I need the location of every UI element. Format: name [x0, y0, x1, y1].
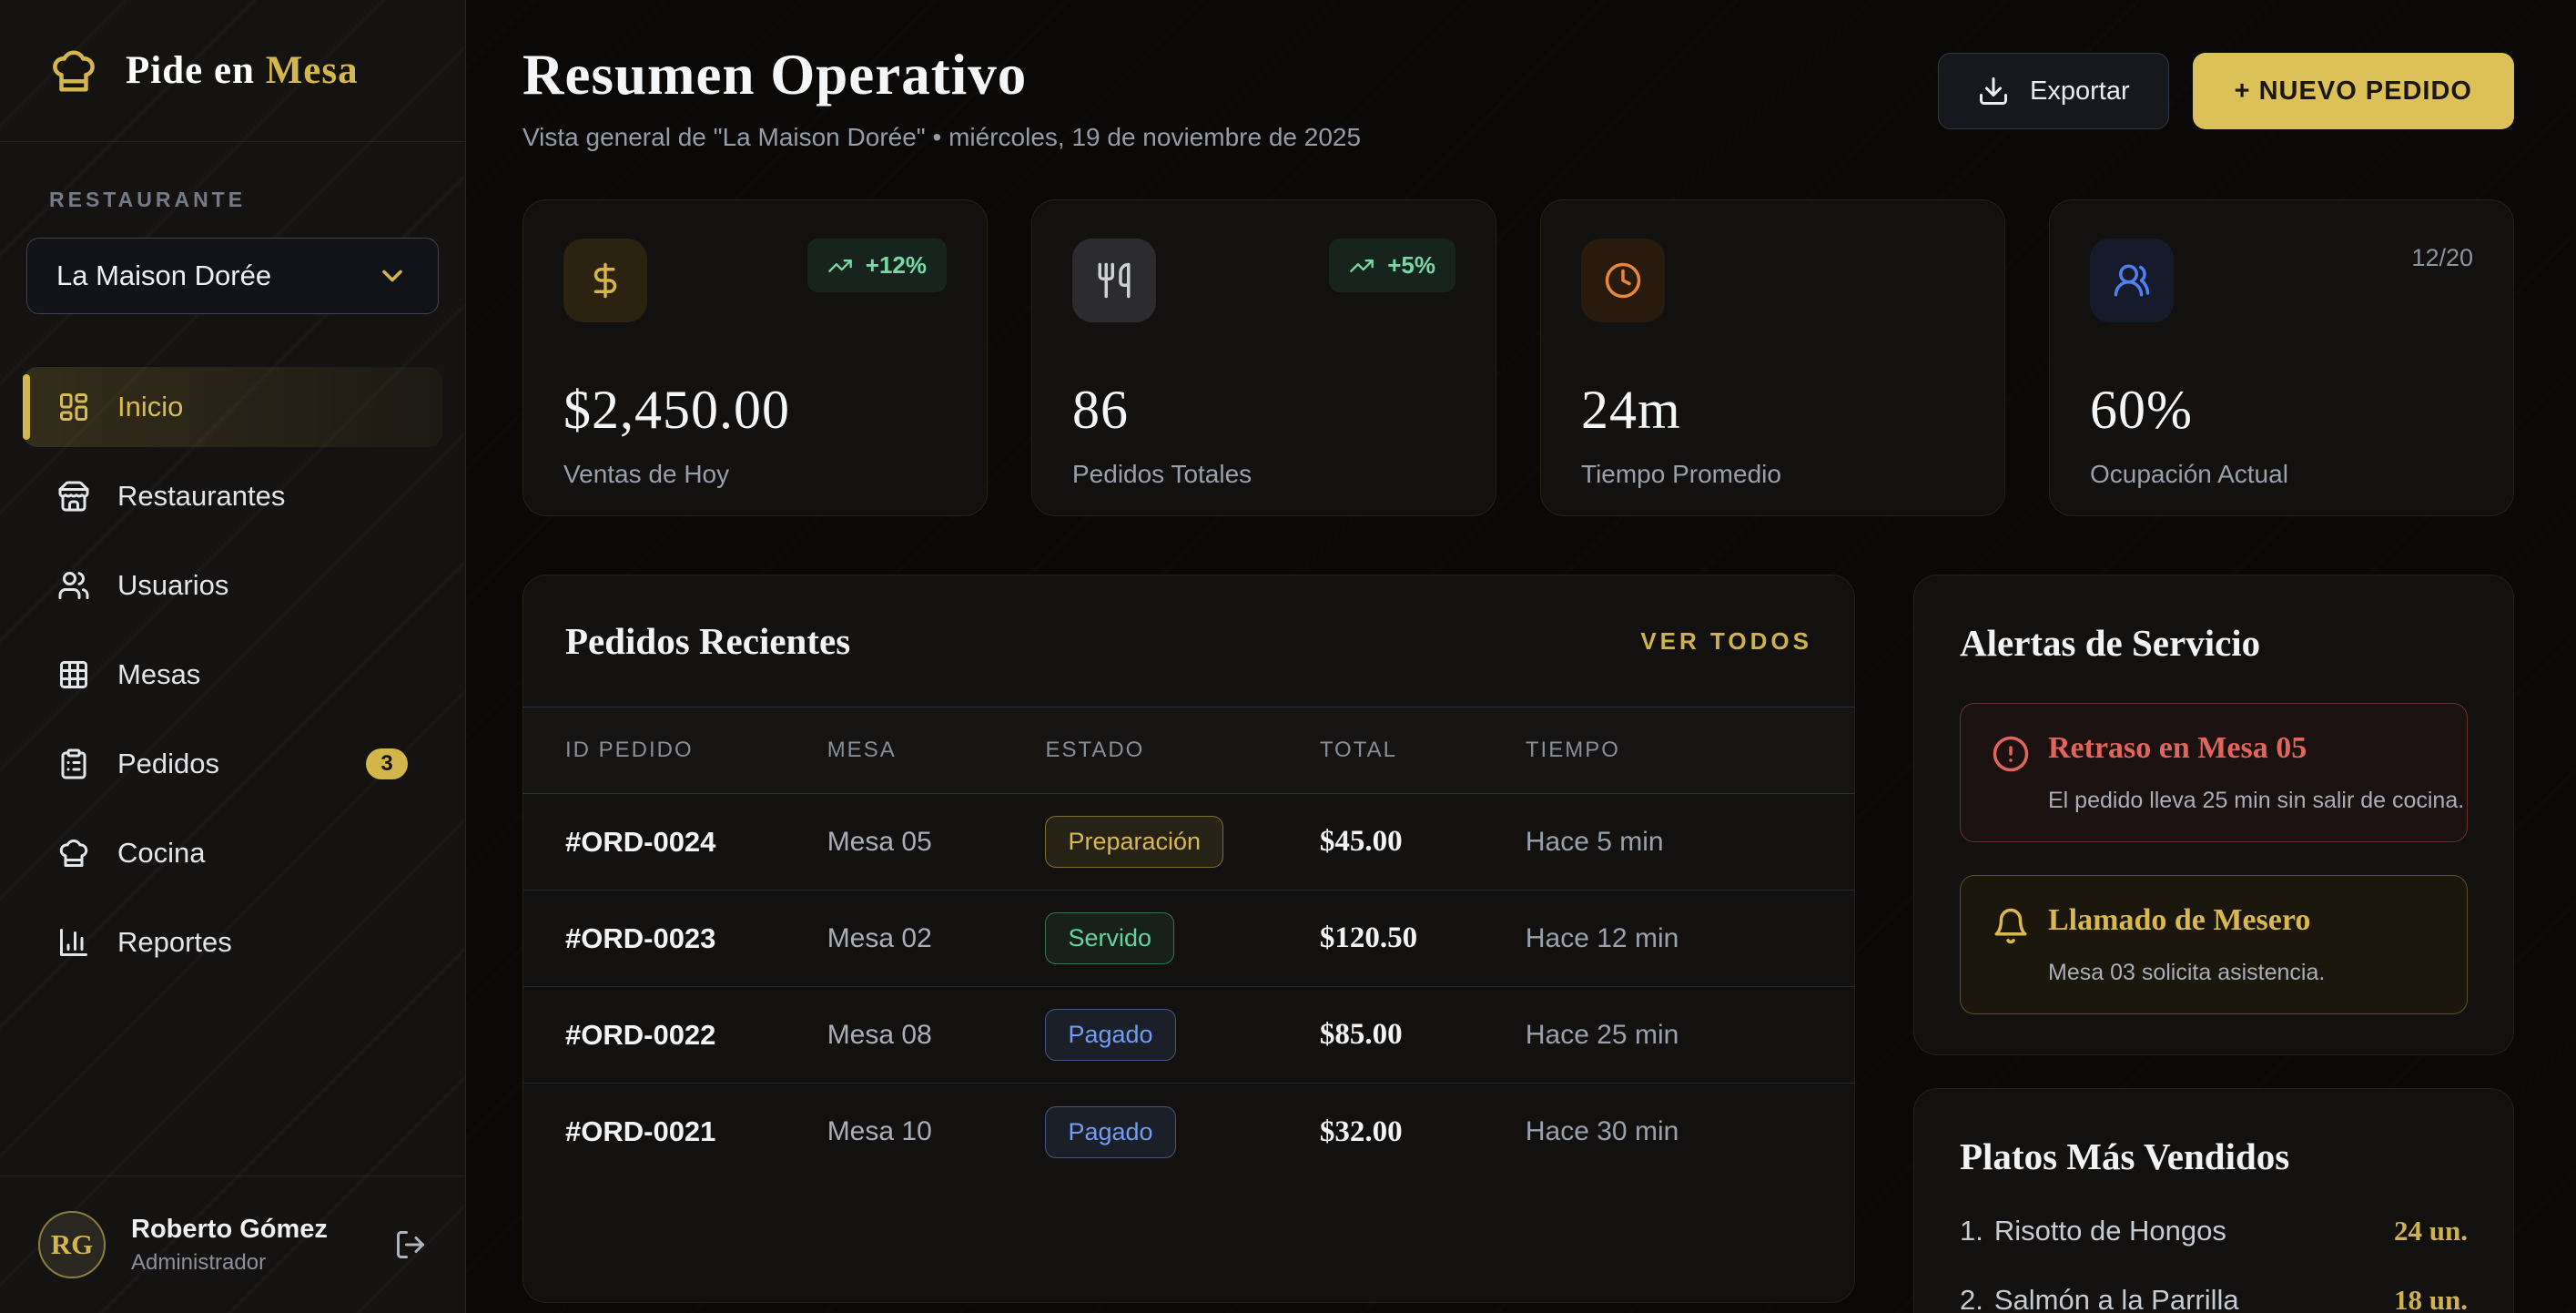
clipboard-list-icon: [57, 748, 90, 780]
alert-circle-icon: [1992, 735, 2048, 773]
stat-value: $2,450.00: [563, 380, 790, 440]
stat-label: Tiempo Promedio: [1581, 460, 1781, 488]
new-order-button[interactable]: + NUEVO PEDIDO: [2192, 53, 2514, 129]
top-dishes-panel: Platos Más Vendidos 1. Risotto de Hongos…: [1913, 1088, 2514, 1313]
sidebar-item-reportes[interactable]: Reportes: [23, 902, 442, 982]
order-row[interactable]: #ORD-0024 Mesa 05 Preparación $45.00 Hac…: [523, 794, 1854, 891]
stat-label: Ventas de Hoy: [563, 460, 730, 488]
trend-badge: +5%: [1329, 239, 1455, 292]
sidebar-item-cocina[interactable]: Cocina: [23, 813, 442, 893]
alert-retraso: Retraso en Mesa 05 El pedido lleva 25 mi…: [1960, 703, 2468, 842]
recent-orders-panel: Pedidos Recientes VER TODOS ID PEDIDO ME…: [522, 575, 1855, 1303]
sidebar: Pide en Mesa RESTAURANTE La Maison Dorée…: [0, 0, 466, 1313]
stat-label: Ocupación Actual: [2090, 460, 2288, 488]
status-badge: Pagado: [1045, 1105, 1176, 1158]
status-badge: Servido: [1045, 912, 1174, 964]
chevron-down-icon: [376, 260, 409, 292]
bar-chart-icon: [57, 926, 90, 959]
user-name: Roberto Gómez: [131, 1214, 328, 1244]
page-header: Resumen Operativo Vista general de "La M…: [522, 42, 2514, 152]
avatar: RG: [38, 1211, 106, 1278]
chef-hat-icon: [57, 837, 90, 870]
page-subtitle: Vista general de "La Maison Dorée" • mié…: [522, 123, 1362, 151]
sidebar-item-inicio[interactable]: Inicio: [23, 367, 442, 447]
sidebar-item-restaurantes[interactable]: Restaurantes: [23, 456, 442, 536]
utensils-icon: [1072, 239, 1156, 322]
restaurant-section-label: RESTAURANTE: [49, 188, 247, 211]
dishes-panel-title: Platos Más Vendidos: [1960, 1135, 2290, 1177]
occupancy-ratio: 12/20: [2411, 244, 2473, 271]
brand-name: Pide en Mesa: [126, 49, 359, 92]
order-row[interactable]: #ORD-0023 Mesa 02 Servido $120.50 Hace 1…: [523, 891, 1854, 987]
clock-icon: [1581, 239, 1665, 322]
restaurant-select[interactable]: La Maison Dorée: [26, 238, 439, 314]
download-icon: [1977, 75, 2010, 107]
sidebar-item-pedidos[interactable]: Pedidos 3: [23, 724, 442, 804]
trending-up-icon: [827, 253, 853, 279]
stat-value: 24m: [1581, 380, 1681, 440]
trend-badge: +12%: [806, 239, 947, 292]
logout-button[interactable]: [394, 1228, 427, 1261]
stat-value: 86: [1072, 380, 1129, 440]
pedidos-count-badge: 3: [366, 748, 408, 779]
orders-panel-title: Pedidos Recientes: [565, 620, 851, 662]
export-button[interactable]: Exportar: [1938, 53, 2169, 129]
user-role: Administrador: [131, 1249, 267, 1275]
user-section: RG Roberto Gómez Administrador: [0, 1176, 465, 1313]
stat-card-tiempo: 24m Tiempo Promedio: [1540, 199, 2005, 516]
sidebar-item-usuarios[interactable]: Usuarios: [23, 545, 442, 626]
restaurant-select-value: La Maison Dorée: [56, 260, 272, 291]
store-icon: [57, 480, 90, 513]
right-column: Alertas de Servicio Retraso en Mesa 05 E…: [1913, 575, 2514, 1313]
dish-qty: 24 un.: [2394, 1215, 2468, 1247]
service-alerts-panel: Alertas de Servicio Retraso en Mesa 05 E…: [1913, 575, 2514, 1055]
stat-value: 60%: [2090, 380, 2193, 440]
users-round-icon: [2090, 239, 2174, 322]
order-row[interactable]: #ORD-0022 Mesa 08 Pagado $85.00 Hace 25 …: [523, 987, 1854, 1084]
stats-grid: +12% $2,450.00 Ventas de Hoy +5% 86 Pedi…: [522, 199, 2514, 516]
stat-card-pedidos: +5% 86 Pedidos Totales: [1031, 199, 1496, 516]
grid-icon: [57, 658, 90, 691]
dish-item: 1. Risotto de Hongos 24 un.: [1960, 1215, 2468, 1247]
logout-icon: [394, 1228, 427, 1261]
alerts-panel-title: Alertas de Servicio: [1960, 622, 2261, 664]
page-title: Resumen Operativo: [522, 43, 1028, 107]
status-badge: Preparación: [1045, 816, 1224, 868]
dollar-icon: [563, 239, 647, 322]
sidebar-menu: Inicio Restaurantes Usuarios Mesas Pedid…: [0, 367, 465, 982]
alert-llamado: Llamado de Mesero Mesa 03 solicita asist…: [1960, 875, 2468, 1014]
stat-card-ocupacion: 12/20 60% Ocupación Actual: [2049, 199, 2514, 516]
brand-header: Pide en Mesa: [0, 0, 465, 142]
dish-item: 2. Salmón a la Parrilla 18 un.: [1960, 1284, 2468, 1313]
main-content: Resumen Operativo Vista general de "La M…: [466, 0, 2576, 1313]
bell-icon: [1992, 907, 2048, 945]
trending-up-icon: [1349, 253, 1374, 279]
view-all-link[interactable]: VER TODOS: [1640, 626, 1812, 655]
stat-label: Pedidos Totales: [1072, 460, 1253, 488]
orders-table-header: ID PEDIDO MESA ESTADO TOTAL TIEMPO: [523, 707, 1854, 794]
sidebar-item-mesas[interactable]: Mesas: [23, 635, 442, 715]
stat-card-ventas: +12% $2,450.00 Ventas de Hoy: [522, 199, 988, 516]
order-row[interactable]: #ORD-0021 Mesa 10 Pagado $32.00 Hace 30 …: [523, 1084, 1854, 1180]
status-badge: Pagado: [1045, 1009, 1176, 1061]
users-icon: [57, 569, 90, 602]
dashboard-icon: [57, 391, 90, 423]
chef-hat-logo-icon: [49, 46, 98, 96]
dish-qty: 18 un.: [2394, 1284, 2468, 1313]
